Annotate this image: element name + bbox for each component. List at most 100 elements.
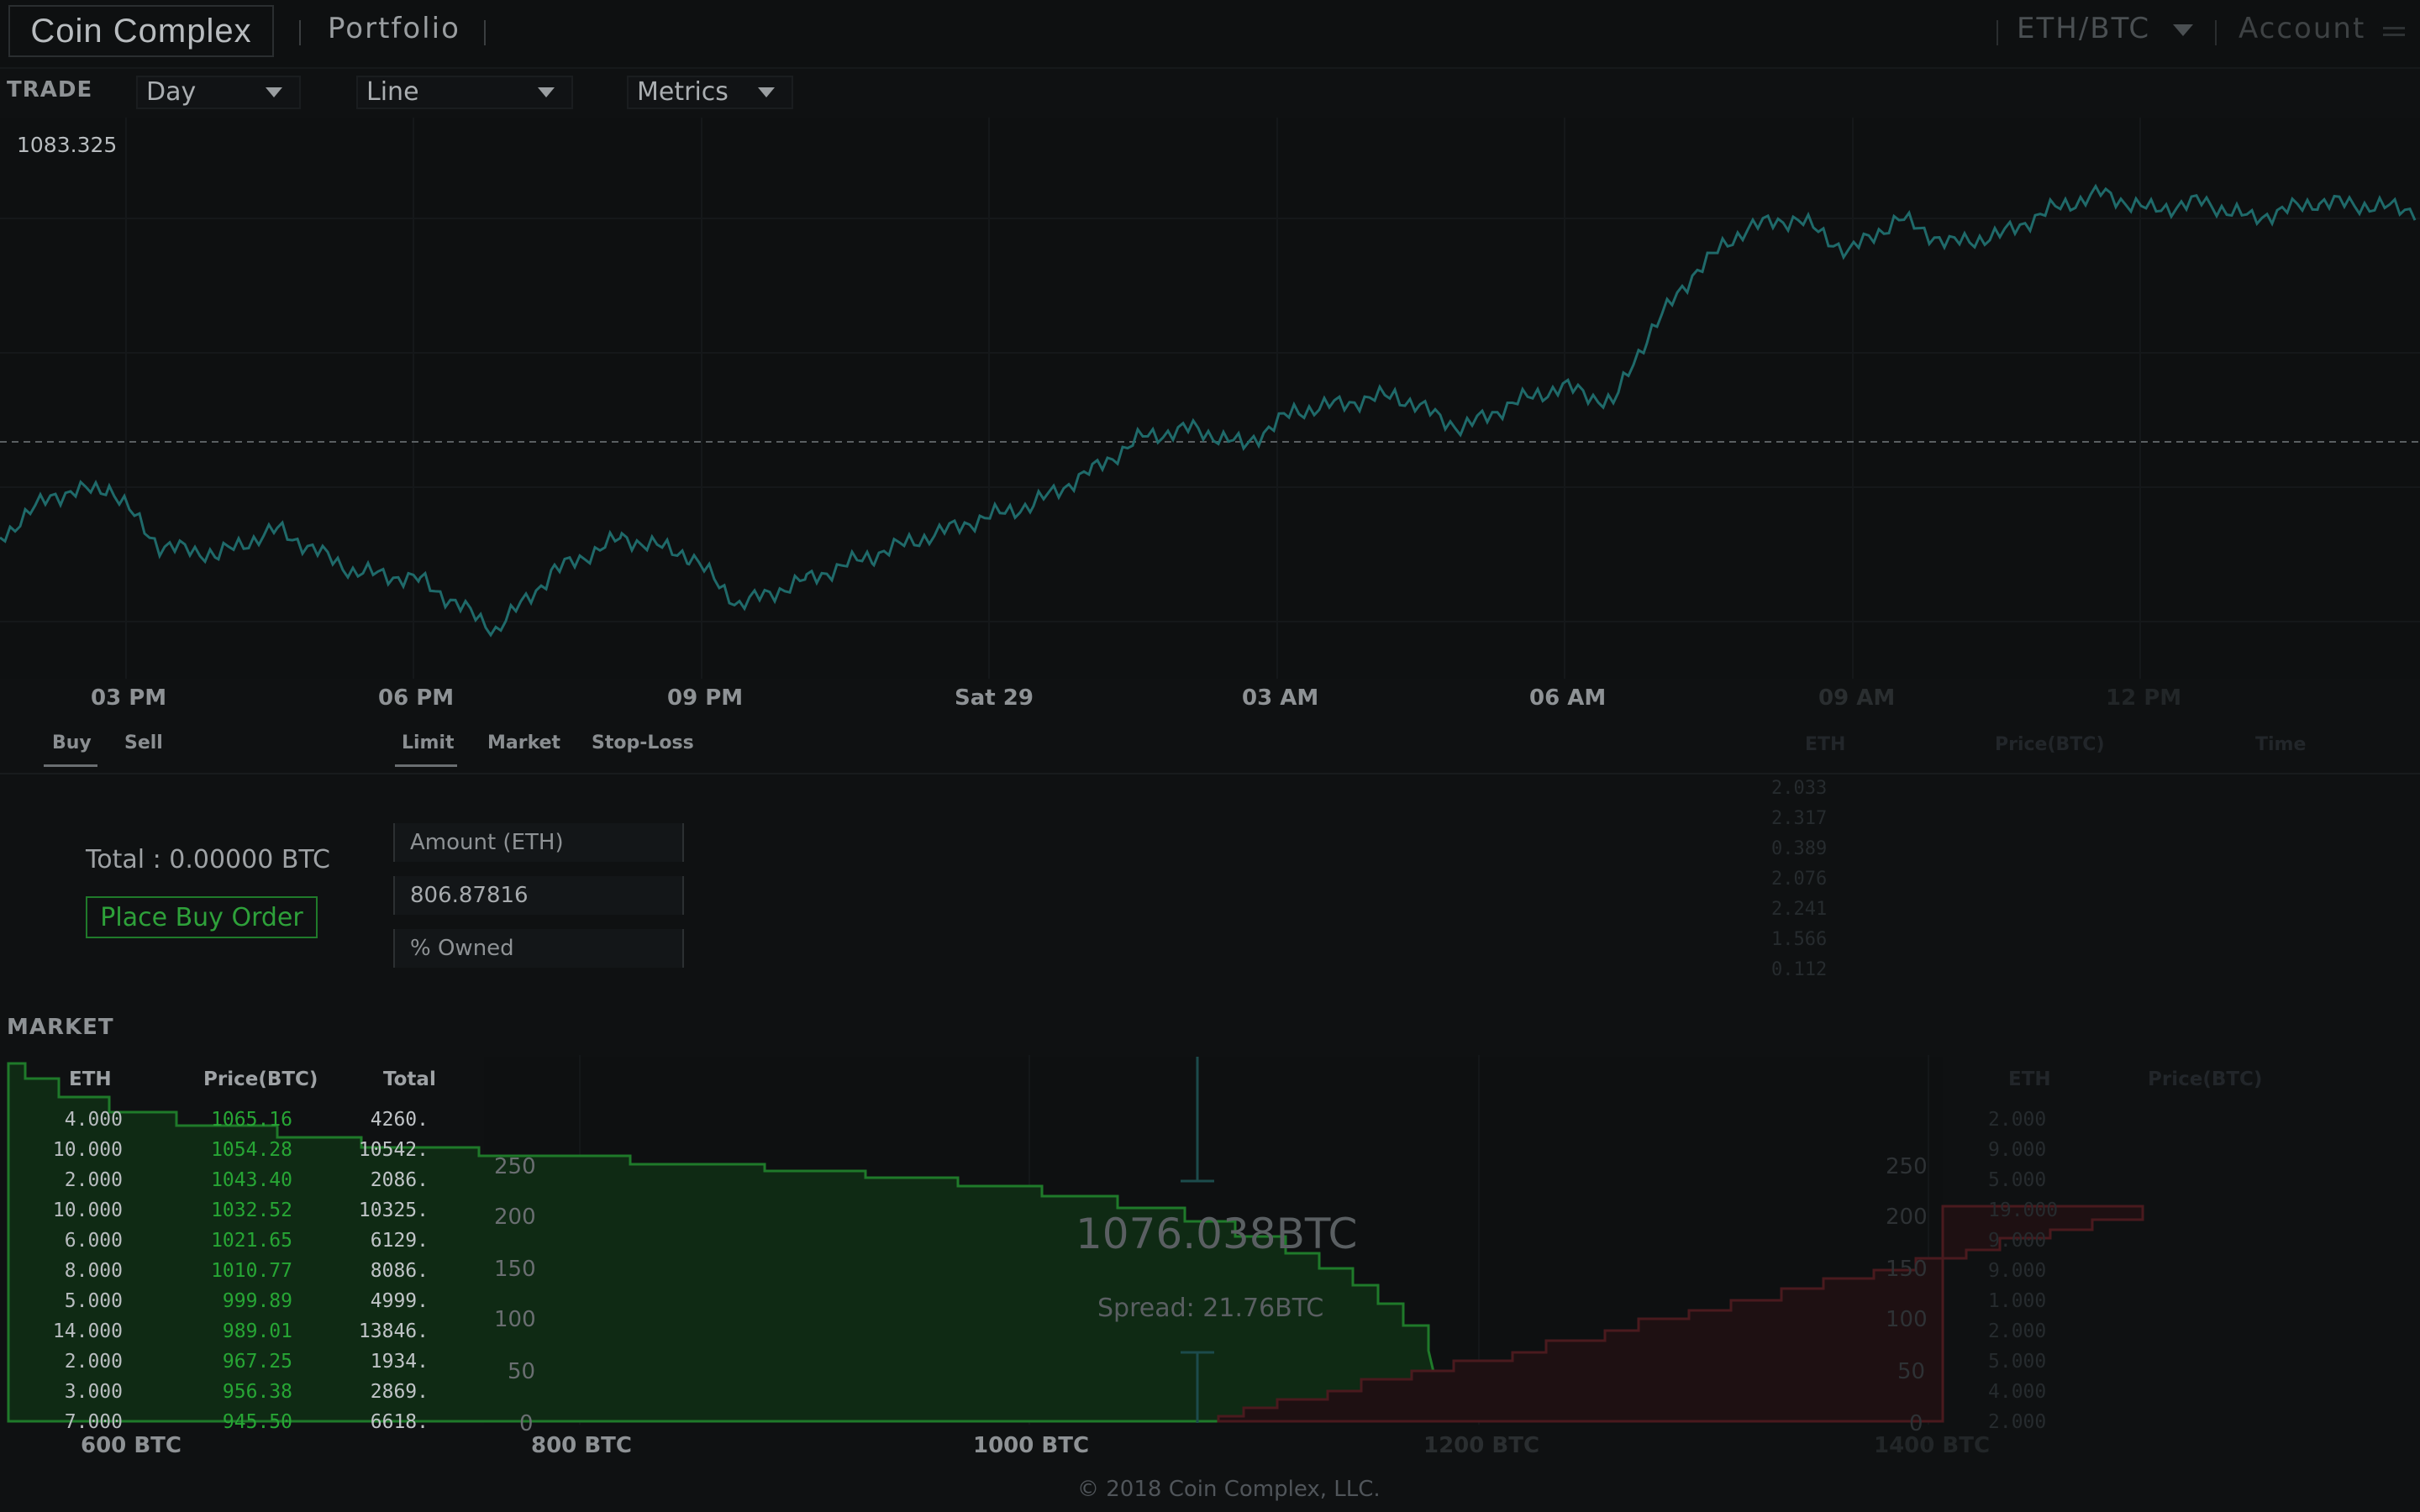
sell-orderbook-eth-cell[interactable]: 2.000 bbox=[1988, 1109, 2047, 1131]
orderbook-price-cell[interactable]: 1065.16 bbox=[211, 1109, 292, 1131]
nav-portfolio-link[interactable]: Portfolio bbox=[328, 12, 460, 45]
account-menu[interactable]: Account bbox=[2238, 12, 2365, 45]
orderbook-total-cell[interactable]: 4260. bbox=[370, 1109, 429, 1131]
orderbook-price-cell[interactable]: 1021.65 bbox=[211, 1230, 292, 1252]
x-tick: 06 PM bbox=[378, 685, 455, 711]
sell-orderbook-eth-cell[interactable]: 9.000 bbox=[1988, 1230, 2047, 1252]
place-buy-order-button[interactable]: Place Buy Order bbox=[86, 896, 318, 938]
tab-market[interactable]: Market bbox=[487, 732, 561, 753]
orderbook-total-cell[interactable]: 8086. bbox=[370, 1260, 429, 1282]
chart-type-dropdown[interactable]: Line bbox=[356, 76, 573, 109]
depth-y-tick: 50 bbox=[508, 1359, 536, 1384]
sell-orderbook-eth-cell[interactable]: 5.000 bbox=[1988, 1351, 2047, 1373]
orderbook-eth-cell[interactable]: 7.000 bbox=[64, 1411, 123, 1433]
orderbook-eth-cell[interactable]: 8.000 bbox=[64, 1260, 123, 1282]
footer-copyright: © 2018 Coin Complex, LLC. bbox=[1077, 1477, 1381, 1502]
orderbook-total-cell[interactable]: 10325. bbox=[358, 1200, 429, 1221]
orderbook-total-cell[interactable]: 4999. bbox=[370, 1290, 429, 1312]
orderbook-price-cell[interactable]: 989.01 bbox=[222, 1320, 292, 1342]
market-section-title: MARKET bbox=[7, 1015, 114, 1040]
orderbook-price-cell[interactable]: 1043.40 bbox=[211, 1169, 292, 1191]
nav-divider bbox=[1996, 20, 1998, 45]
orderbook-header-price: Price(BTC) bbox=[203, 1068, 318, 1090]
price-input[interactable]: 806.87816 bbox=[393, 876, 684, 915]
depth-y-tick: 0 bbox=[519, 1411, 534, 1436]
depth-y-tick: 200 bbox=[1886, 1205, 1928, 1230]
depth-y-tick: 250 bbox=[494, 1154, 536, 1179]
history-row: 2.317 bbox=[1771, 808, 1828, 829]
orderbook-eth-cell[interactable]: 10.000 bbox=[52, 1200, 123, 1221]
orderbook-eth-cell[interactable]: 3.000 bbox=[64, 1381, 123, 1403]
history-row: 2.241 bbox=[1771, 899, 1828, 920]
orderbook-eth-cell[interactable]: 4.000 bbox=[64, 1109, 123, 1131]
orderbook-price-cell[interactable]: 967.25 bbox=[222, 1351, 292, 1373]
orderbook-eth-cell[interactable]: 5.000 bbox=[64, 1290, 123, 1312]
trade-section-title: TRADE bbox=[7, 77, 93, 102]
logo[interactable]: Coin Complex bbox=[8, 5, 274, 57]
divider bbox=[0, 773, 2420, 774]
top-header bbox=[0, 0, 2420, 69]
tab-buy[interactable]: Buy bbox=[52, 732, 92, 753]
menu-icon[interactable] bbox=[2383, 27, 2405, 29]
sell-orderbook-eth-cell[interactable]: 4.000 bbox=[1988, 1381, 2047, 1403]
orderbook-price-cell[interactable]: 1032.52 bbox=[211, 1200, 292, 1221]
sell-orderbook-eth-cell[interactable]: 2.000 bbox=[1988, 1411, 2047, 1433]
history-row: 0.389 bbox=[1771, 838, 1828, 859]
sell-orderbook-eth-cell[interactable]: 9.000 bbox=[1988, 1260, 2047, 1282]
price-chart[interactable] bbox=[0, 118, 2420, 679]
tab-stop-loss[interactable]: Stop-Loss bbox=[592, 732, 694, 753]
sell-orderbook-eth-cell[interactable]: 19.000 bbox=[1988, 1200, 2059, 1221]
nav-divider bbox=[299, 20, 301, 45]
sell-orderbook-eth-cell[interactable]: 5.000 bbox=[1988, 1169, 2047, 1191]
orderbook-eth-cell[interactable]: 10.000 bbox=[52, 1139, 123, 1161]
orderbook-total-cell[interactable]: 1934. bbox=[370, 1351, 429, 1373]
order-total: Total : 0.00000 BTC bbox=[86, 845, 330, 874]
buy-depth-area bbox=[7, 1062, 1447, 1423]
metrics-dropdown[interactable]: Metrics bbox=[627, 76, 793, 109]
sell-depth-area bbox=[1217, 1205, 2144, 1423]
tab-sell[interactable]: Sell bbox=[124, 732, 163, 753]
order-entry-panel bbox=[0, 727, 2420, 1001]
mid-price: 1076.038BTC bbox=[1076, 1210, 1358, 1258]
orderbook-price-cell[interactable]: 1010.77 bbox=[211, 1260, 292, 1282]
tab-limit[interactable]: Limit bbox=[402, 732, 455, 753]
depth-x-tick: 1200 BTC bbox=[1423, 1433, 1540, 1458]
orderbook-eth-cell[interactable]: 6.000 bbox=[64, 1230, 123, 1252]
percent-owned-input[interactable]: % Owned bbox=[393, 929, 684, 968]
x-tick: 12 PM bbox=[2106, 685, 2182, 711]
pair-select[interactable]: ETH/BTC bbox=[2017, 12, 2193, 45]
chevron-down-icon bbox=[538, 87, 555, 97]
depth-y-tick: 200 bbox=[494, 1205, 536, 1230]
chevron-down-icon bbox=[2172, 24, 2193, 36]
history-row: 1.566 bbox=[1771, 929, 1828, 950]
sell-orderbook-eth-cell[interactable]: 9.000 bbox=[1988, 1139, 2047, 1161]
orderbook-total-cell[interactable]: 2086. bbox=[370, 1169, 429, 1191]
sell-orderbook-eth-cell[interactable]: 2.000 bbox=[1988, 1320, 2047, 1342]
orderbook-price-cell[interactable]: 956.38 bbox=[222, 1381, 292, 1403]
history-header-price: Price(BTC) bbox=[1995, 734, 2105, 755]
range-value: Day bbox=[146, 77, 197, 107]
depth-y-tick: 0 bbox=[1909, 1411, 1923, 1436]
x-tick: 03 PM bbox=[91, 685, 167, 711]
orderbook-eth-cell[interactable]: 2.000 bbox=[64, 1169, 123, 1191]
orderbook-total-cell[interactable]: 13846. bbox=[358, 1320, 429, 1342]
depth-y-tick: 150 bbox=[494, 1257, 536, 1282]
history-row: 0.112 bbox=[1771, 959, 1828, 980]
chart-grid bbox=[0, 118, 2420, 679]
depth-chart-svg bbox=[7, 1055, 2144, 1425]
history-header-eth: ETH bbox=[1805, 734, 1846, 755]
orderbook-total-cell[interactable]: 6618. bbox=[370, 1411, 429, 1433]
orderbook-total-cell[interactable]: 2869. bbox=[370, 1381, 429, 1403]
orderbook-price-cell[interactable]: 945.50 bbox=[222, 1411, 292, 1433]
orderbook-price-cell[interactable]: 999.89 bbox=[222, 1290, 292, 1312]
range-dropdown[interactable]: Day bbox=[136, 76, 301, 109]
amount-input[interactable]: Amount (ETH) bbox=[393, 823, 684, 862]
depth-x-tick: 1400 BTC bbox=[1874, 1433, 1991, 1458]
sell-orderbook-eth-cell[interactable]: 1.000 bbox=[1988, 1290, 2047, 1312]
spread-label: Spread: 21.76BTC bbox=[1097, 1294, 1324, 1323]
orderbook-total-cell[interactable]: 6129. bbox=[370, 1230, 429, 1252]
orderbook-total-cell[interactable]: 10542. bbox=[358, 1139, 429, 1161]
orderbook-price-cell[interactable]: 1054.28 bbox=[211, 1139, 292, 1161]
orderbook-eth-cell[interactable]: 14.000 bbox=[52, 1320, 123, 1342]
orderbook-eth-cell[interactable]: 2.000 bbox=[64, 1351, 123, 1373]
